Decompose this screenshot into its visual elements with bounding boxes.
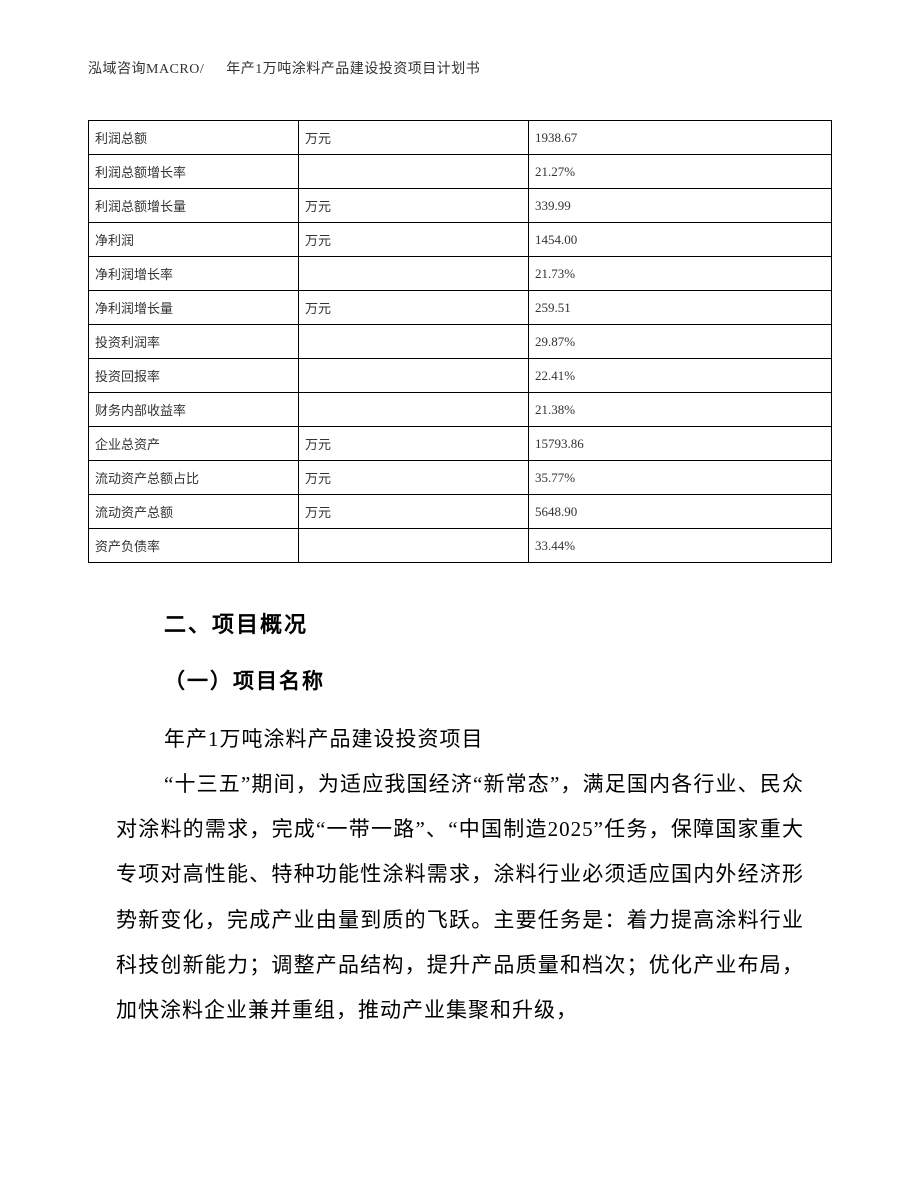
cell-unit: 万元 (299, 495, 529, 529)
cell-value: 1938.67 (529, 121, 832, 155)
cell-value: 15793.86 (529, 427, 832, 461)
cell-label: 利润总额增长率 (89, 155, 299, 189)
table-row: 财务内部收益率 21.38% (89, 393, 832, 427)
cell-label: 净利润增长量 (89, 291, 299, 325)
cell-value: 29.87% (529, 325, 832, 359)
section-heading: 二、项目概况 (116, 607, 804, 639)
cell-value: 22.41% (529, 359, 832, 393)
table-row: 净利润增长率 21.73% (89, 257, 832, 291)
document-page: 泓域咨询MACRO/年产1万吨涂料产品建设投资项目计划书 利润总额 万元 193… (0, 0, 920, 1033)
cell-label: 流动资产总额占比 (89, 461, 299, 495)
table-row: 利润总额 万元 1938.67 (89, 121, 832, 155)
table-row: 流动资产总额 万元 5648.90 (89, 495, 832, 529)
cell-unit (299, 359, 529, 393)
cell-label: 净利润增长率 (89, 257, 299, 291)
cell-value: 1454.00 (529, 223, 832, 257)
cell-unit (299, 325, 529, 359)
paragraph: “十三五”期间，为适应我国经济“新常态”，满足国内各行业、民众对涂料的需求，完成… (116, 762, 804, 1033)
cell-value: 5648.90 (529, 495, 832, 529)
table-row: 投资回报率 22.41% (89, 359, 832, 393)
body-text: 二、项目概况 （一）项目名称 年产1万吨涂料产品建设投资项目 “十三五”期间，为… (88, 607, 832, 1033)
cell-unit (299, 257, 529, 291)
cell-unit: 万元 (299, 291, 529, 325)
table-row: 利润总额增长量 万元 339.99 (89, 189, 832, 223)
table-row: 资产负债率 33.44% (89, 529, 832, 563)
cell-label: 利润总额增长量 (89, 189, 299, 223)
table-row: 流动资产总额占比 万元 35.77% (89, 461, 832, 495)
cell-label: 财务内部收益率 (89, 393, 299, 427)
project-name-line: 年产1万吨涂料产品建设投资项目 (116, 717, 804, 762)
financial-table-body: 利润总额 万元 1938.67 利润总额增长率 21.27% 利润总额增长量 万… (89, 121, 832, 563)
cell-label: 流动资产总额 (89, 495, 299, 529)
cell-value: 35.77% (529, 461, 832, 495)
cell-unit (299, 155, 529, 189)
subsection-heading: （一）项目名称 (116, 665, 804, 695)
header-title: 年产1万吨涂料产品建设投资项目计划书 (226, 62, 480, 77)
page-header: 泓域咨询MACRO/年产1万吨涂料产品建设投资项目计划书 (88, 58, 832, 78)
cell-unit: 万元 (299, 189, 529, 223)
cell-unit: 万元 (299, 223, 529, 257)
cell-label: 利润总额 (89, 121, 299, 155)
cell-value: 21.27% (529, 155, 832, 189)
cell-label: 资产负债率 (89, 529, 299, 563)
header-company: 泓域咨询MACRO/ (88, 62, 204, 77)
table-row: 投资利润率 29.87% (89, 325, 832, 359)
cell-unit (299, 529, 529, 563)
cell-label: 企业总资产 (89, 427, 299, 461)
cell-value: 339.99 (529, 189, 832, 223)
cell-label: 净利润 (89, 223, 299, 257)
table-row: 净利润增长量 万元 259.51 (89, 291, 832, 325)
cell-unit (299, 393, 529, 427)
cell-value: 33.44% (529, 529, 832, 563)
financial-table: 利润总额 万元 1938.67 利润总额增长率 21.27% 利润总额增长量 万… (88, 120, 832, 563)
cell-value: 21.73% (529, 257, 832, 291)
table-row: 利润总额增长率 21.27% (89, 155, 832, 189)
cell-value: 21.38% (529, 393, 832, 427)
table-row: 企业总资产 万元 15793.86 (89, 427, 832, 461)
cell-value: 259.51 (529, 291, 832, 325)
table-row: 净利润 万元 1454.00 (89, 223, 832, 257)
cell-unit: 万元 (299, 427, 529, 461)
cell-unit: 万元 (299, 121, 529, 155)
cell-unit: 万元 (299, 461, 529, 495)
cell-label: 投资利润率 (89, 325, 299, 359)
cell-label: 投资回报率 (89, 359, 299, 393)
